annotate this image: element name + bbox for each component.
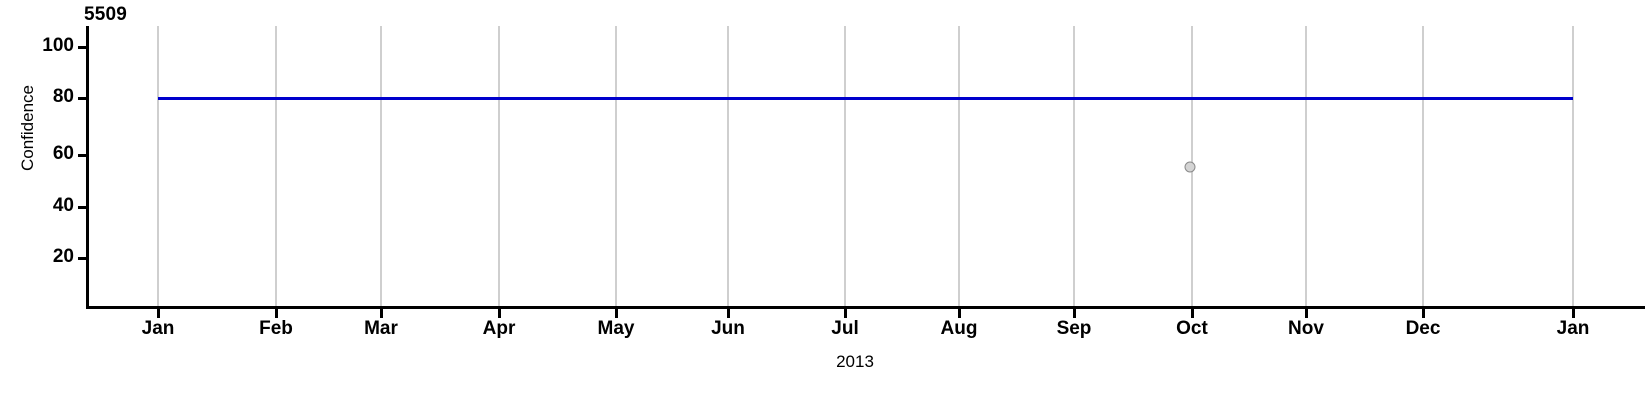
x-tick-label-3: Apr (482, 318, 516, 339)
x-tick-mark-8 (1073, 308, 1076, 318)
gridline-mar-2 (380, 26, 382, 306)
x-axis-title: 2013 (836, 352, 874, 371)
x-tick-label-6: Jul (831, 318, 859, 339)
x-tick-mark-0 (157, 308, 160, 318)
y-axis-line (86, 26, 89, 309)
y-tick-mark-40 (78, 206, 87, 209)
x-tick-label-8: Sep (1056, 318, 1092, 339)
x-tick-label-9: Oct (1176, 318, 1208, 339)
y-tick-label-80: 80 (52, 86, 74, 107)
x-tick-mark-12 (1572, 308, 1575, 318)
y-tick-label-40: 40 (52, 195, 74, 216)
x-tick-label-12: Jan (1556, 318, 1590, 339)
data-point-0[interactable] (1184, 161, 1196, 173)
x-tick-mark-10 (1305, 308, 1308, 318)
x-tick-label-4: May (597, 318, 635, 339)
gridline-aug-7 (958, 26, 960, 306)
x-tick-label-2: Mar (364, 318, 398, 339)
threshold-line-threshold (158, 97, 1573, 100)
y-tick-mark-100 (78, 46, 87, 49)
y-tick-label-60: 60 (52, 143, 74, 164)
x-tick-mark-11 (1422, 308, 1425, 318)
x-tick-label-0: Jan (141, 318, 175, 339)
x-tick-mark-1 (275, 308, 278, 318)
x-tick-label-11: Dec (1405, 318, 1441, 339)
x-tick-mark-2 (380, 308, 383, 318)
y-tick-mark-80 (78, 97, 87, 100)
x-axis-line (86, 306, 1645, 309)
x-tick-label-5: Jun (711, 318, 745, 339)
gridline-apr-3 (498, 26, 500, 306)
gridline-may-4 (615, 26, 617, 306)
gridline-jan-12 (1572, 26, 1574, 306)
x-tick-mark-6 (844, 308, 847, 318)
y-axis-title: Confidence (18, 85, 37, 172)
x-tick-mark-5 (727, 308, 730, 318)
chart-title: 5509 (84, 4, 128, 25)
y-tick-mark-60 (78, 154, 87, 157)
x-tick-mark-4 (615, 308, 618, 318)
y-tick-label-20: 20 (52, 246, 74, 267)
gridline-feb-1 (275, 26, 277, 306)
gridline-nov-10 (1305, 26, 1307, 306)
x-tick-mark-7 (958, 308, 961, 318)
x-tick-mark-3 (498, 308, 501, 318)
x-tick-label-7: Aug (940, 318, 978, 339)
gridline-dec-11 (1422, 26, 1424, 306)
gridline-jul-6 (844, 26, 846, 306)
gridline-sep-8 (1073, 26, 1075, 306)
x-tick-label-1: Feb (259, 318, 293, 339)
y-tick-mark-20 (78, 257, 87, 260)
y-tick-label-100: 100 (42, 35, 74, 56)
x-tick-label-10: Nov (1288, 318, 1324, 339)
gridline-jun-5 (727, 26, 729, 306)
gridline-jan-0 (157, 26, 159, 306)
x-tick-mark-9 (1191, 308, 1194, 318)
